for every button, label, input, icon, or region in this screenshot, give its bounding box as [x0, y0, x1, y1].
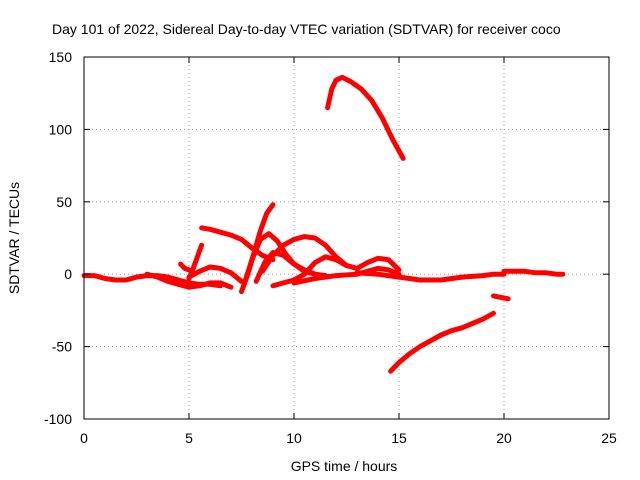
series-arc-12-bumps: [270, 254, 402, 289]
y-tick-label: -50: [52, 339, 72, 355]
series-arc-baseline-late: [354, 270, 507, 283]
x-tick-label: 10: [286, 430, 302, 446]
series-arc-32-hump: [199, 225, 276, 263]
x-tick-label: 5: [185, 430, 193, 446]
series-arc-small-spike: [178, 261, 192, 273]
axis-ticks: 0 5 10 15 20 25 -100 -50 0 50 100 150: [44, 49, 617, 446]
x-axis-label: GPS time / hours: [291, 458, 398, 474]
y-axis-label: SDTVAR / TECUs: [6, 182, 22, 294]
series-arc-bump-6h: [186, 264, 244, 284]
x-tick-label: 0: [80, 430, 88, 446]
y-tick-label: 100: [49, 121, 73, 137]
series-arc-baseline-end: [501, 268, 566, 277]
y-tick-label: 50: [56, 194, 72, 210]
chart-title: Day 101 of 2022, Sidereal Day-to-day VTE…: [52, 21, 561, 37]
y-tick-label: 0: [64, 266, 72, 282]
x-tick-label: 20: [496, 430, 512, 446]
x-tick-label: 15: [391, 430, 407, 446]
series-arc-late-high: [325, 74, 406, 161]
series-arc-baseline-dip: [144, 271, 234, 290]
y-tick-label: 150: [49, 49, 73, 65]
series-group: [81, 74, 566, 374]
series-arc-late-short: [491, 293, 511, 302]
plot-frame: [83, 56, 610, 420]
y-tick-label: -100: [44, 411, 72, 427]
grid: [84, 57, 609, 419]
series-arc-cross-low: [253, 250, 328, 284]
series-arc-28-loop: [241, 231, 318, 289]
series-arc-negative: [388, 310, 496, 374]
x-tick-label: 25: [601, 430, 617, 446]
